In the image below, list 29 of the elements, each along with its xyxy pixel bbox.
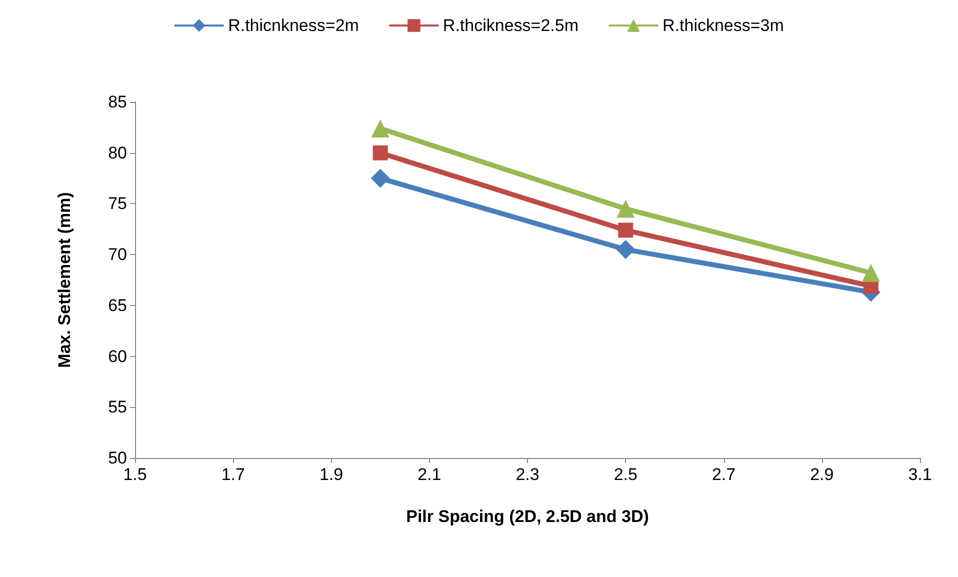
legend-label: R.thicnkness=2m — [228, 16, 359, 35]
x-tick-label: 2.9 — [810, 465, 834, 484]
x-axis-title: Pilr Spacing (2D, 2.5D and 3D) — [406, 507, 649, 526]
x-tick-label: 2.3 — [516, 465, 540, 484]
x-tick-label: 2.1 — [418, 465, 442, 484]
point — [862, 264, 880, 282]
x-tick-label: 3.1 — [908, 465, 932, 484]
x-tick-label: 2.7 — [712, 465, 736, 484]
legend-label: R.thickness=3m — [662, 16, 784, 35]
point — [616, 240, 636, 259]
point — [616, 200, 635, 218]
x-tick-label: 1.9 — [319, 465, 344, 484]
y-tick-label: 65 — [108, 296, 127, 315]
x-tick-label: 1.7 — [221, 465, 245, 484]
point — [372, 145, 388, 160]
y-tick-label: 60 — [108, 346, 127, 366]
y-tick-label: 70 — [108, 245, 127, 264]
x-tick-label: 2.5 — [614, 465, 638, 484]
point — [618, 222, 634, 238]
y-tick-label: 50 — [108, 448, 127, 468]
point — [371, 119, 390, 138]
point — [370, 168, 390, 188]
y-tick-label: 80 — [108, 143, 127, 162]
y-axis-title: Max. Settlement (mm) — [55, 192, 74, 368]
y-tick-label: 55 — [108, 398, 127, 417]
legend-label: R.thcikness=2.5m — [442, 16, 579, 35]
y-tick-label: 85 — [108, 92, 127, 112]
x-tick-label: 1.5 — [123, 465, 147, 484]
y-tick-label: 75 — [108, 194, 127, 214]
